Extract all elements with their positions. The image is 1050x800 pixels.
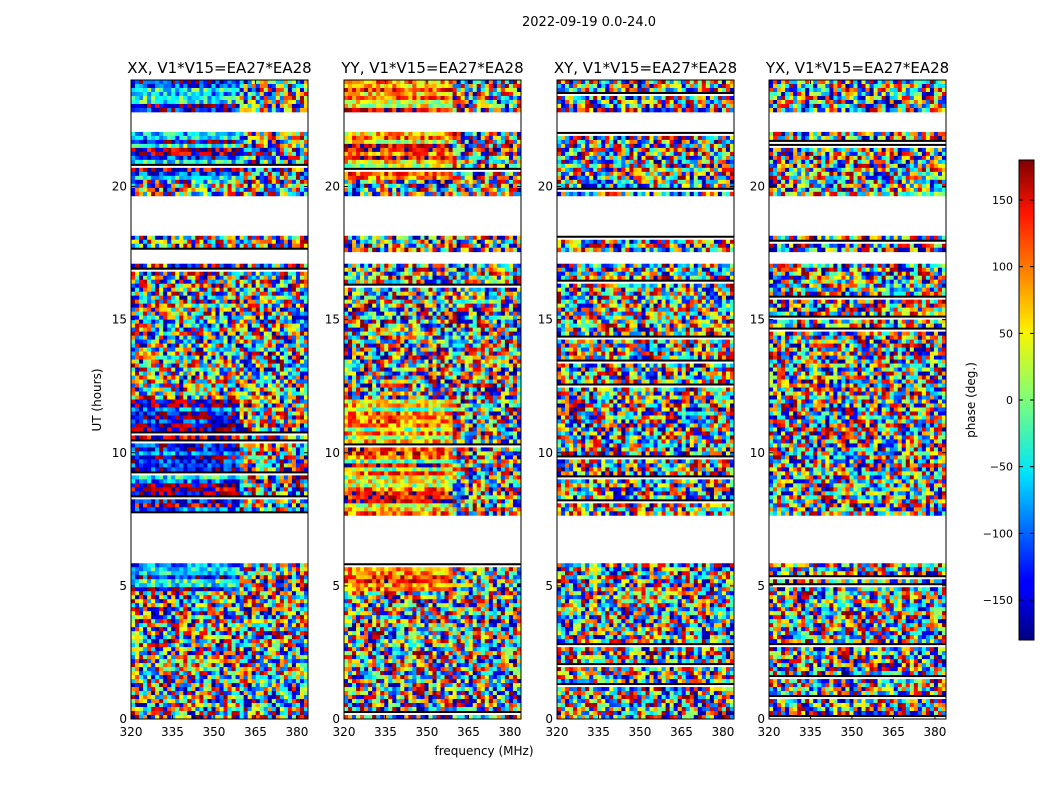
y-tick-label: 15 <box>112 313 127 327</box>
x-tick-label: 365 <box>882 725 905 739</box>
y-tick-label: 10 <box>325 446 340 460</box>
y-tick-label: 0 <box>757 712 765 726</box>
figure-suptitle: 2022-09-19 0.0-24.0 <box>522 15 656 30</box>
phase-heatmap <box>131 80 308 719</box>
x-tick-label: 320 <box>333 725 356 739</box>
panel-frame <box>556 79 735 720</box>
panel-title: YY, V1*V15=EA27*EA28 <box>340 59 523 77</box>
y-tick-label: 5 <box>545 579 553 593</box>
panel-xx: XX, V1*V15=EA27*EA28 320 335 350 365 380 0 5 10 1… <box>112 59 312 739</box>
y-tick-label: 0 <box>119 712 127 726</box>
x-tick-label: 365 <box>244 725 267 739</box>
x-tick-label: 335 <box>799 725 822 739</box>
panel-frame <box>343 79 522 720</box>
y-tick-label: 15 <box>325 313 340 327</box>
colorbar-tick-label: 150 <box>992 194 1013 207</box>
colorbar-tick-label: −100 <box>983 527 1013 540</box>
y-tick-label: 20 <box>325 180 340 194</box>
x-tick-label: 320 <box>546 725 569 739</box>
panel-title: XY, V1*V15=EA27*EA28 <box>554 59 737 77</box>
colorbar: 150 100 50 0 −50 −100 −150 phase (deg.) <box>964 159 1035 641</box>
phase-heatmap <box>557 80 734 719</box>
colorbar-ticks: 150 100 50 0 −50 −100 −150 <box>983 194 1034 607</box>
panel-yx: YX, V1*V15=EA27*EA28 320 335 350 365 380 0 5 10 1… <box>750 59 949 739</box>
colorbar-tick-label: 50 <box>999 327 1013 340</box>
phase-heatmap <box>769 80 946 718</box>
x-tick-label: 320 <box>120 725 143 739</box>
y-tick-label: 20 <box>750 180 765 194</box>
y-tick-label: 10 <box>538 446 553 460</box>
x-tick-label: 380 <box>711 725 734 739</box>
y-tick-label: 20 <box>112 180 127 194</box>
x-tick-label: 380 <box>923 725 946 739</box>
x-tick-label: 380 <box>285 725 308 739</box>
panel-frame <box>768 79 947 720</box>
y-tick-label: 5 <box>119 579 127 593</box>
y-tick-label: 0 <box>545 712 553 726</box>
x-tick-label: 365 <box>670 725 693 739</box>
y-tick-label: 15 <box>538 313 553 327</box>
x-tick-label: 335 <box>161 725 184 739</box>
panel-title: YX, V1*V15=EA27*EA28 <box>765 59 949 77</box>
y-axis-label: UT (hours) <box>90 368 104 431</box>
y-tick-label: 5 <box>332 579 340 593</box>
y-tick-label: 5 <box>757 579 765 593</box>
x-tick-label: 350 <box>841 725 864 739</box>
x-tick-label: 380 <box>498 725 521 739</box>
y-tick-label: 10 <box>750 446 765 460</box>
panel-yy: YY, V1*V15=EA27*EA28 320 335 350 365 380 0 5 10 1… <box>325 59 524 739</box>
colorbar-tick-label: 0 <box>1006 394 1013 407</box>
panel-frame <box>130 79 309 720</box>
x-tick-label: 335 <box>587 725 610 739</box>
x-tick-label: 320 <box>758 725 781 739</box>
x-axis-label: frequency (MHz) <box>434 744 533 758</box>
colorbar-tick-label: −50 <box>990 461 1013 474</box>
y-tick-label: 0 <box>332 712 340 726</box>
x-tick-label: 350 <box>629 725 652 739</box>
y-tick-label: 15 <box>750 313 765 327</box>
colorbar-label: phase (deg.) <box>964 362 978 438</box>
x-tick-label: 365 <box>457 725 480 739</box>
x-tick-label: 350 <box>416 725 439 739</box>
x-tick-label: 350 <box>203 725 226 739</box>
phase-heatmap <box>344 80 521 719</box>
y-tick-label: 10 <box>112 446 127 460</box>
y-tick-label: 20 <box>538 180 553 194</box>
colorbar-tick-label: 100 <box>992 261 1013 274</box>
panels: XX, V1*V15=EA27*EA28 320 335 350 365 380 0 5 10 1… <box>112 59 949 739</box>
colorbar-tick-label: −150 <box>983 594 1013 607</box>
x-tick-label: 335 <box>374 725 397 739</box>
panel-title: XX, V1*V15=EA27*EA28 <box>127 59 311 77</box>
panel-xy: XY, V1*V15=EA27*EA28 320 335 350 365 380 0 5 10 1… <box>538 59 737 739</box>
